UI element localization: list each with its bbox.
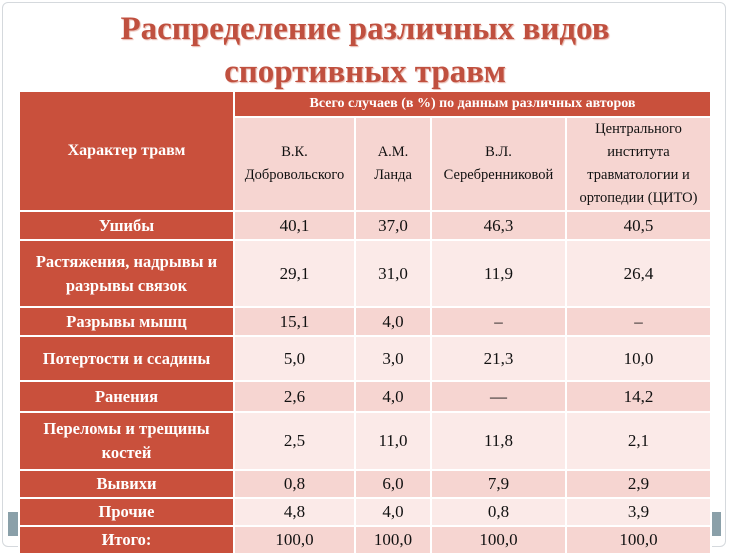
row-label: Растяжения, надрывы и разрывы связок	[18, 239, 235, 308]
cell-value: 7,9	[430, 469, 567, 499]
table-row: Прочие 4,8 4,0 0,8 3,9	[18, 497, 713, 527]
cell-value: 40,1	[233, 210, 356, 241]
table-row: Разрывы мышц 15,1 4,0 – –	[18, 306, 713, 337]
cell-value: 2,9	[564, 469, 713, 499]
injury-table: Характер травм Всего случаев (в %) по да…	[18, 90, 713, 555]
author-line: А.М.	[377, 144, 409, 160]
cell-value: 10,0	[564, 335, 713, 382]
table-row: Переломы и трещины костей 2,5 11,0 11,8 …	[18, 411, 713, 471]
cell-value: 4,8	[233, 497, 356, 527]
row-label: Потертости и ссадины	[18, 335, 235, 382]
author-header-dobrovolsky: В.К. Добровольского	[233, 116, 356, 212]
cell-value: 14,2	[564, 380, 713, 413]
cell-value: 29,1	[233, 239, 356, 308]
author-line: Ланда	[374, 167, 412, 183]
cell-value: 4,0	[354, 497, 432, 527]
cell-value: –	[564, 306, 713, 337]
author-line: института	[607, 144, 670, 160]
author-line: Центрального	[595, 121, 682, 137]
table-row: Ранения 2,6 4,0 — 14,2	[18, 380, 713, 413]
cell-value: 3,0	[354, 335, 432, 382]
slide-edge-bar-right	[711, 512, 721, 536]
cell-value: 37,0	[354, 210, 432, 241]
row-label: Вывихи	[18, 469, 235, 499]
cell-value: 2,1	[564, 411, 713, 471]
cell-value: 21,3	[430, 335, 567, 382]
cell-value: 40,5	[564, 210, 713, 241]
cell-value: 5,0	[233, 335, 356, 382]
cell-value: 15,1	[233, 306, 356, 337]
author-line: В.Л.	[485, 144, 512, 160]
row-label: Переломы и трещины костей	[18, 411, 235, 471]
table-row: Растяжения, надрывы и разрывы связок 29,…	[18, 239, 713, 308]
cell-value: 100,0	[233, 525, 356, 555]
cell-value: –	[430, 306, 567, 337]
table-row: Ушибы 40,1 37,0 46,3 40,5	[18, 210, 713, 241]
author-line: Добровольского	[244, 167, 345, 183]
corner-header: Характер травм	[18, 90, 235, 212]
row-label: Прочие	[18, 497, 235, 527]
table-row: Потертости и ссадины 5,0 3,0 21,3 10,0	[18, 335, 713, 382]
cell-value: 11,0	[354, 411, 432, 471]
table-row: Итого: 100,0 100,0 100,0 100,0	[18, 525, 713, 555]
row-label: Разрывы мышц	[18, 306, 235, 337]
author-header-serebrennikova: В.Л. Серебренниковой	[430, 116, 567, 212]
author-line: Серебренниковой	[443, 167, 554, 183]
cell-value: 11,9	[430, 239, 567, 308]
cell-value: 2,5	[233, 411, 356, 471]
cell-value: 100,0	[430, 525, 567, 555]
cell-value: —	[430, 380, 567, 413]
cell-value: 46,3	[430, 210, 567, 241]
cell-value: 3,9	[564, 497, 713, 527]
author-header-cito: Центрального института травматологии и о…	[564, 116, 713, 212]
cell-value: 2,6	[233, 380, 356, 413]
table-row: Вывихи 0,8 6,0 7,9 2,9	[18, 469, 713, 499]
author-line: ортопедии (ЦИТО)	[579, 190, 698, 206]
slide-title: Распределение различных видов спортивных…	[0, 8, 730, 94]
cell-value: 4,0	[354, 380, 432, 413]
row-label: Итого:	[18, 525, 235, 555]
author-header-landa: А.М. Ланда	[354, 116, 432, 212]
author-line: В.К.	[281, 144, 308, 160]
cell-value: 0,8	[233, 469, 356, 499]
cell-value: 100,0	[354, 525, 432, 555]
row-label: Ранения	[18, 380, 235, 413]
cell-value: 0,8	[430, 497, 567, 527]
slide-title-line1: Распределение различных видов	[120, 11, 610, 47]
slide-title-line2: спортивных травм	[224, 54, 506, 90]
cell-value: 31,0	[354, 239, 432, 308]
group-header: Всего случаев (в %) по данным различных …	[232, 90, 713, 118]
cell-value: 100,0	[564, 525, 713, 555]
cell-value: 4,0	[354, 306, 432, 337]
slide-edge-bar-left	[8, 512, 18, 536]
author-line: травматологии и	[587, 167, 690, 183]
cell-value: 26,4	[564, 239, 713, 308]
row-label: Ушибы	[18, 210, 235, 241]
cell-value: 6,0	[354, 469, 432, 499]
cell-value: 11,8	[430, 411, 567, 471]
